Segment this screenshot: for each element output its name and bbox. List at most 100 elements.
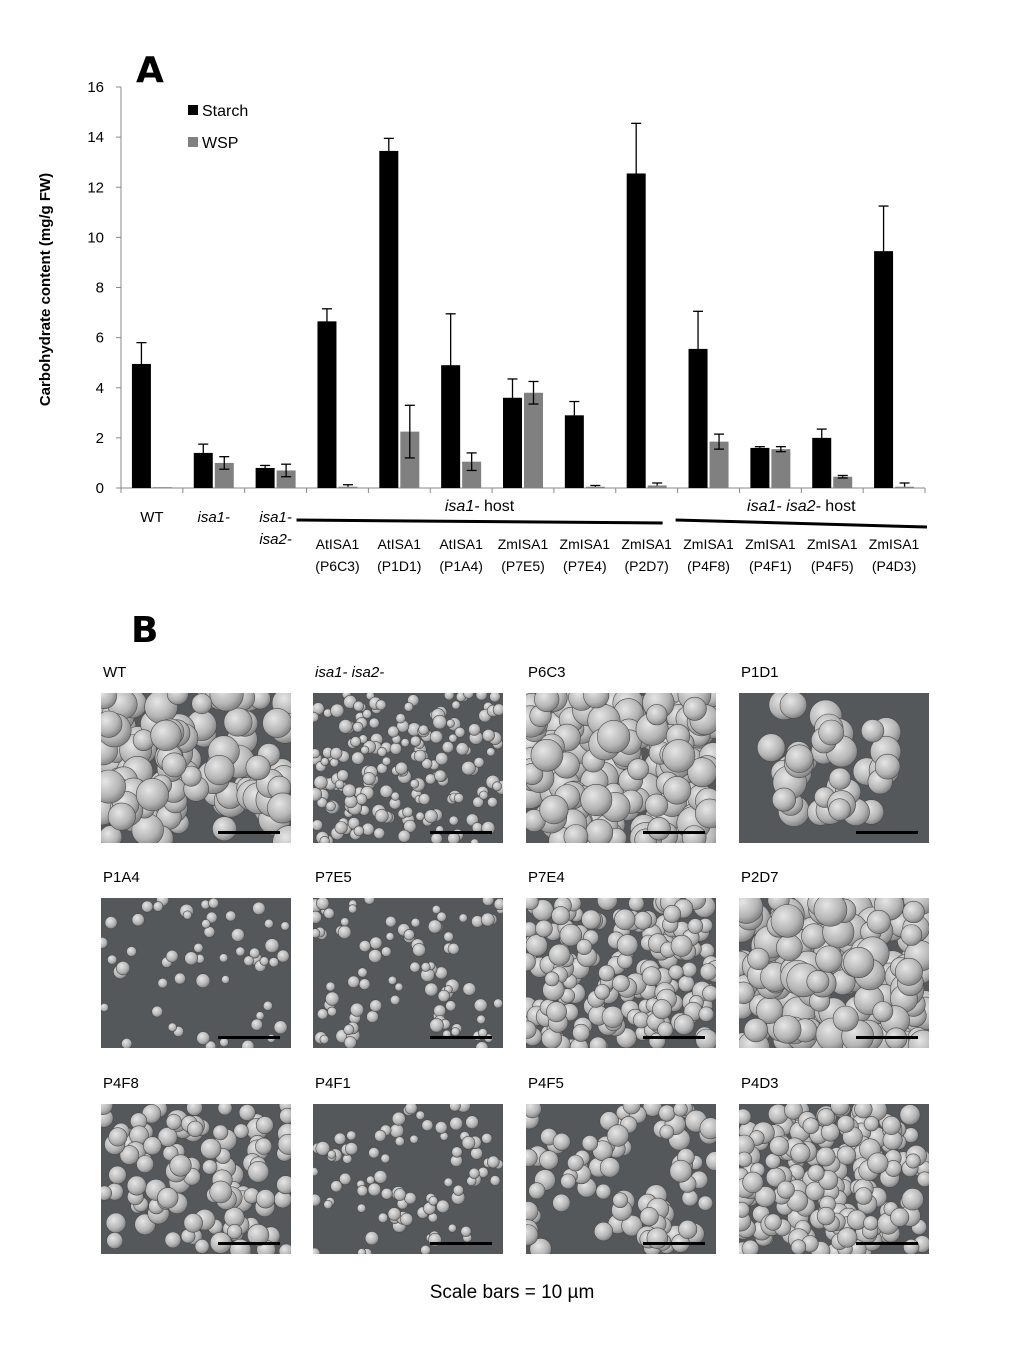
scale-bar-10 (643, 1242, 705, 1245)
micrograph-label-1: isa1- isa2- (315, 664, 385, 681)
bar-starch-9 (688, 348, 708, 488)
bar-wsp-11 (833, 476, 853, 488)
sem-micrograph-7 (739, 898, 929, 1048)
y-tick-label: 6 (96, 330, 104, 347)
scale-bar-8 (218, 1242, 280, 1245)
bar-wsp-0 (152, 487, 172, 488)
bar-wsp-5 (462, 461, 482, 488)
micrograph-label-7: P2D7 (741, 869, 779, 886)
scale-bar-4 (218, 1036, 280, 1039)
x-tick-label-5: AtISA1 (439, 536, 483, 552)
legend-label-wsp: WSP (202, 135, 238, 152)
x-tick-label-7: ZmISA1 (560, 536, 611, 552)
x-tick-label-5: (P1A4) (439, 558, 483, 574)
scale-bar-1 (430, 831, 492, 834)
sem-micrograph-6 (526, 898, 716, 1048)
micrograph-label-9: P4F1 (315, 1075, 351, 1092)
y-tick-label: 2 (96, 430, 104, 447)
y-tick-label: 12 (87, 179, 104, 196)
bar-wsp-8 (647, 485, 667, 488)
bar-starch-11 (812, 437, 832, 488)
x-tick-label-1: isa1- (198, 509, 231, 526)
x-tick-label-0: WT (140, 509, 163, 526)
y-tick-label: 10 (87, 229, 104, 246)
micrograph-label-5: P7E5 (315, 869, 352, 886)
y-tick-label: 0 (96, 480, 104, 497)
x-tick-label-4: (P1D1) (377, 558, 421, 574)
x-tick-label-3: AtISA1 (316, 536, 360, 552)
scale-bar-11 (856, 1242, 918, 1245)
bar-starch-7 (564, 415, 584, 488)
x-tick-label-6: ZmISA1 (498, 536, 549, 552)
y-tick-label: 14 (87, 129, 104, 146)
x-tick-label-3: (P6C3) (315, 558, 359, 574)
panel-a-letter: A (136, 50, 164, 91)
bar-starch-8 (626, 173, 646, 488)
bar-wsp-9 (709, 441, 729, 488)
bar-starch-10 (750, 447, 770, 488)
bar-starch-4 (379, 150, 399, 489)
sem-micrograph-4 (101, 898, 291, 1048)
x-tick-label-11: (P4F5) (811, 558, 854, 574)
group-bracket-0 (296, 518, 663, 525)
x-tick-label-6: (P7E5) (501, 558, 545, 574)
sem-micrograph-8 (101, 1104, 291, 1254)
sem-micrograph-2 (526, 693, 716, 843)
x-tick-label-12: (P4D3) (872, 558, 916, 574)
bar-starch-5 (441, 365, 461, 488)
bar-starch-2 (255, 467, 275, 488)
bar-wsp-4 (400, 431, 420, 488)
micrograph-label-8: P4F8 (103, 1075, 139, 1092)
sem-micrograph-1 (313, 693, 503, 843)
legend-label-starch: Starch (202, 103, 248, 120)
scale-bar-3 (856, 831, 918, 834)
y-tick-label: 8 (96, 280, 104, 297)
y-axis-label: Carbohydrate content (mg/g FW) (37, 173, 54, 406)
micrograph-label-3: P1D1 (741, 664, 779, 681)
y-tick-label: 16 (87, 79, 104, 96)
micrograph-label-11: P4D3 (741, 1075, 779, 1092)
legend-swatch-starch (188, 105, 198, 115)
sem-micrograph-0 (101, 693, 291, 843)
micrograph-label-10: P4F5 (528, 1075, 564, 1092)
group-label-1: isa1- isa2- host (747, 498, 856, 515)
bar-chart: 0 2 4 6 8 10 12 14 16 Carbohydrate content (mg/g … (37, 79, 928, 574)
group-bracket-1 (675, 518, 928, 529)
bar-starch-3 (317, 321, 337, 488)
bar-wsp-7 (585, 486, 605, 488)
sem-micrograph-10 (526, 1104, 716, 1254)
bar-wsp-12 (895, 486, 915, 488)
bar-wsp-10 (771, 449, 791, 488)
panel-b-letter: B (131, 610, 159, 651)
x-tick-label-9: (P4F8) (687, 558, 730, 574)
bar-starch-0 (131, 363, 151, 488)
scale-bar-6 (643, 1036, 705, 1039)
scale-bar-2 (643, 831, 705, 834)
micrograph-label-0: WT (103, 664, 127, 681)
scale-bar-5 (430, 1036, 492, 1039)
x-tick-label-7: (P7E4) (563, 558, 607, 574)
sem-micrograph-5 (313, 898, 503, 1048)
x-tick-label-8: ZmISA1 (621, 536, 672, 552)
x-tick-label-11: ZmISA1 (807, 536, 858, 552)
scale-bar-caption: Scale bars = 10 µm (429, 1282, 595, 1303)
y-tick-label: 4 (96, 380, 104, 397)
bar-wsp-3 (338, 486, 358, 488)
micrograph-label-4: P1A4 (103, 869, 140, 886)
x-tick-label-10: ZmISA1 (745, 536, 796, 552)
scale-bar-0 (218, 831, 280, 834)
bar-wsp-6 (524, 392, 543, 488)
x-tick-label-12: ZmISA1 (869, 536, 920, 552)
scale-bar-9 (430, 1242, 492, 1245)
x-tick-label-2: isa2- (259, 531, 292, 548)
sem-micrograph-9 (313, 1104, 503, 1254)
group-label-0: isa1- host (445, 498, 515, 515)
bar-wsp-2 (276, 470, 296, 488)
bar-starch-12 (874, 251, 894, 488)
x-tick-label-4: AtISA1 (378, 536, 422, 552)
bar-starch-6 (503, 397, 522, 488)
x-tick-label-10: (P4F1) (749, 558, 792, 574)
sem-micrograph-3 (739, 693, 929, 843)
scale-bar-7 (856, 1036, 918, 1039)
legend-swatch-wsp (188, 137, 198, 147)
